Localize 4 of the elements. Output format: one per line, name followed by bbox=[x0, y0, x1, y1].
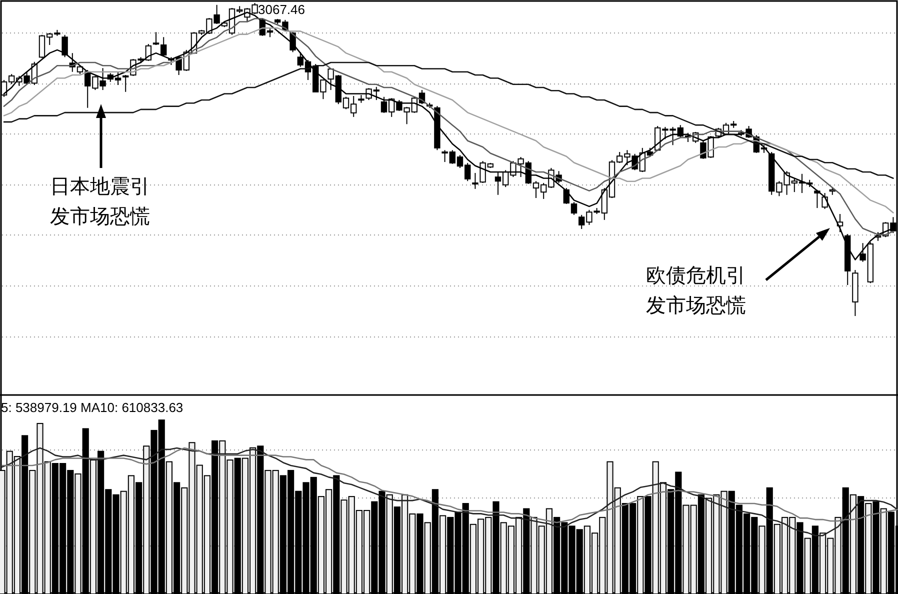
annotation: 日本地震引发市场恐慌 bbox=[50, 176, 150, 228]
text: 5: 538979.19 MA10: 610833.63 bbox=[1, 400, 184, 415]
annotation: 3067.46 bbox=[258, 2, 305, 17]
annotation: 欧债危机引发市场恐慌 bbox=[646, 265, 746, 317]
